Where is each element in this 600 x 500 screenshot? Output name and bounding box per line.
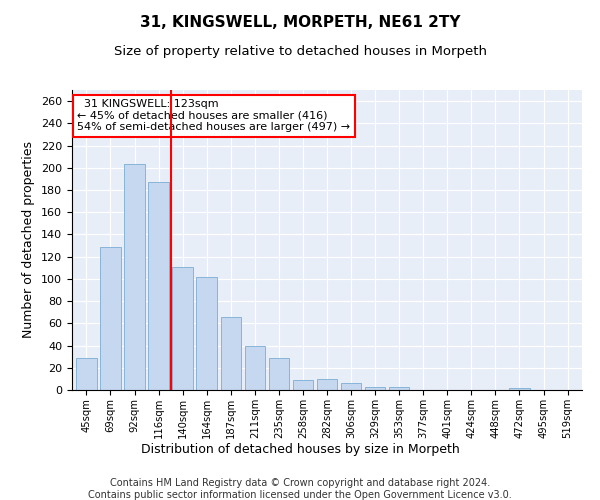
Bar bbox=[196, 276, 217, 390]
Bar bbox=[341, 384, 361, 390]
Bar bbox=[245, 346, 265, 390]
Bar bbox=[509, 388, 530, 390]
Bar bbox=[317, 379, 337, 390]
Bar bbox=[389, 386, 409, 390]
Bar bbox=[76, 358, 97, 390]
Text: Size of property relative to detached houses in Morpeth: Size of property relative to detached ho… bbox=[113, 45, 487, 58]
Bar bbox=[365, 386, 385, 390]
Bar bbox=[293, 380, 313, 390]
Text: 31, KINGSWELL, MORPETH, NE61 2TY: 31, KINGSWELL, MORPETH, NE61 2TY bbox=[140, 15, 460, 30]
Bar bbox=[172, 266, 193, 390]
Bar bbox=[269, 358, 289, 390]
Bar bbox=[148, 182, 169, 390]
Text: Distribution of detached houses by size in Morpeth: Distribution of detached houses by size … bbox=[140, 442, 460, 456]
Text: Contains HM Land Registry data © Crown copyright and database right 2024.: Contains HM Land Registry data © Crown c… bbox=[110, 478, 490, 488]
Text: 31 KINGSWELL: 123sqm  
← 45% of detached houses are smaller (416)
54% of semi-de: 31 KINGSWELL: 123sqm ← 45% of detached h… bbox=[77, 99, 350, 132]
Y-axis label: Number of detached properties: Number of detached properties bbox=[22, 142, 35, 338]
Bar bbox=[221, 316, 241, 390]
Bar bbox=[100, 246, 121, 390]
Bar bbox=[124, 164, 145, 390]
Text: Contains public sector information licensed under the Open Government Licence v3: Contains public sector information licen… bbox=[88, 490, 512, 500]
